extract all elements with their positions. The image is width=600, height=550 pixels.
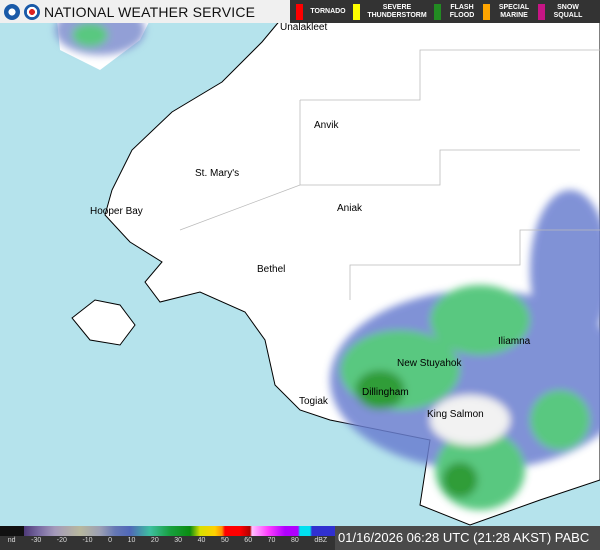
scale-tick: 40 [197,537,206,544]
special-marine-swatch [483,3,490,20]
city-label: King Salmon [427,409,484,420]
scale-tick: 30 [174,537,183,544]
scale-tick: 80 [290,537,299,544]
nws-logo [24,3,40,20]
scale-tick: 0 [108,537,113,544]
noaa-logo [4,3,20,20]
header: NATIONAL WEATHER SERVICE [0,0,290,23]
severe-thunderstorm-label: SEVERE THUNDERSTORM [367,3,427,19]
city-label: Hooper Bay [90,206,143,217]
scale-tick: dBZ [314,537,328,544]
scale-tick: nd [7,537,16,544]
warning-legend: TORNADO SEVERE THUNDERSTORM FLASH FLOOD … [290,0,600,23]
city-label: Bethel [257,264,286,275]
scale-tick: -10 [82,537,93,544]
scale-tick: 20 [150,537,159,544]
city-label: Aniak [337,203,363,214]
borders [179,49,600,300]
snow-squall-label: SNOW SQUALL [553,3,583,19]
city-label: Togiak [299,396,328,407]
tornado-swatch [296,3,303,20]
flash-flood-swatch [434,3,441,20]
snow-squall-swatch [538,3,545,20]
city-label: St. Mary's [195,168,240,179]
flash-flood-label: FLASH FLOOD [449,3,475,19]
severe-thunderstorm-swatch [353,3,360,20]
timestamp: 01/16/2026 06:28 UTC (21:28 AKST) PABC [335,526,600,550]
tornado-label: TORNADO [310,7,346,15]
city-label: Unalakleet [280,22,328,33]
city-label: Dillingham [362,387,409,398]
city-label: Iliamna [498,336,531,347]
special-marine-label: SPECIAL MARINE [498,3,530,19]
land-nunivak-island [71,299,136,346]
scale-tick: -30 [31,537,42,544]
city-label: New Stuyahok [397,358,462,369]
scale-tick: 10 [127,537,136,544]
scale-tick: 50 [220,537,229,544]
radar-echoes [55,5,600,510]
scale-tick: 60 [244,537,253,544]
dbz-color-scale: nd -30 -20 -10 0 10 20 30 40 50 60 70 80… [0,526,335,550]
page-title: NATIONAL WEATHER SERVICE [44,3,256,20]
city-label: Anvik [314,120,339,131]
color-gradient [0,526,335,536]
scale-tick: -20 [56,537,67,544]
scale-tick: 70 [267,537,276,544]
